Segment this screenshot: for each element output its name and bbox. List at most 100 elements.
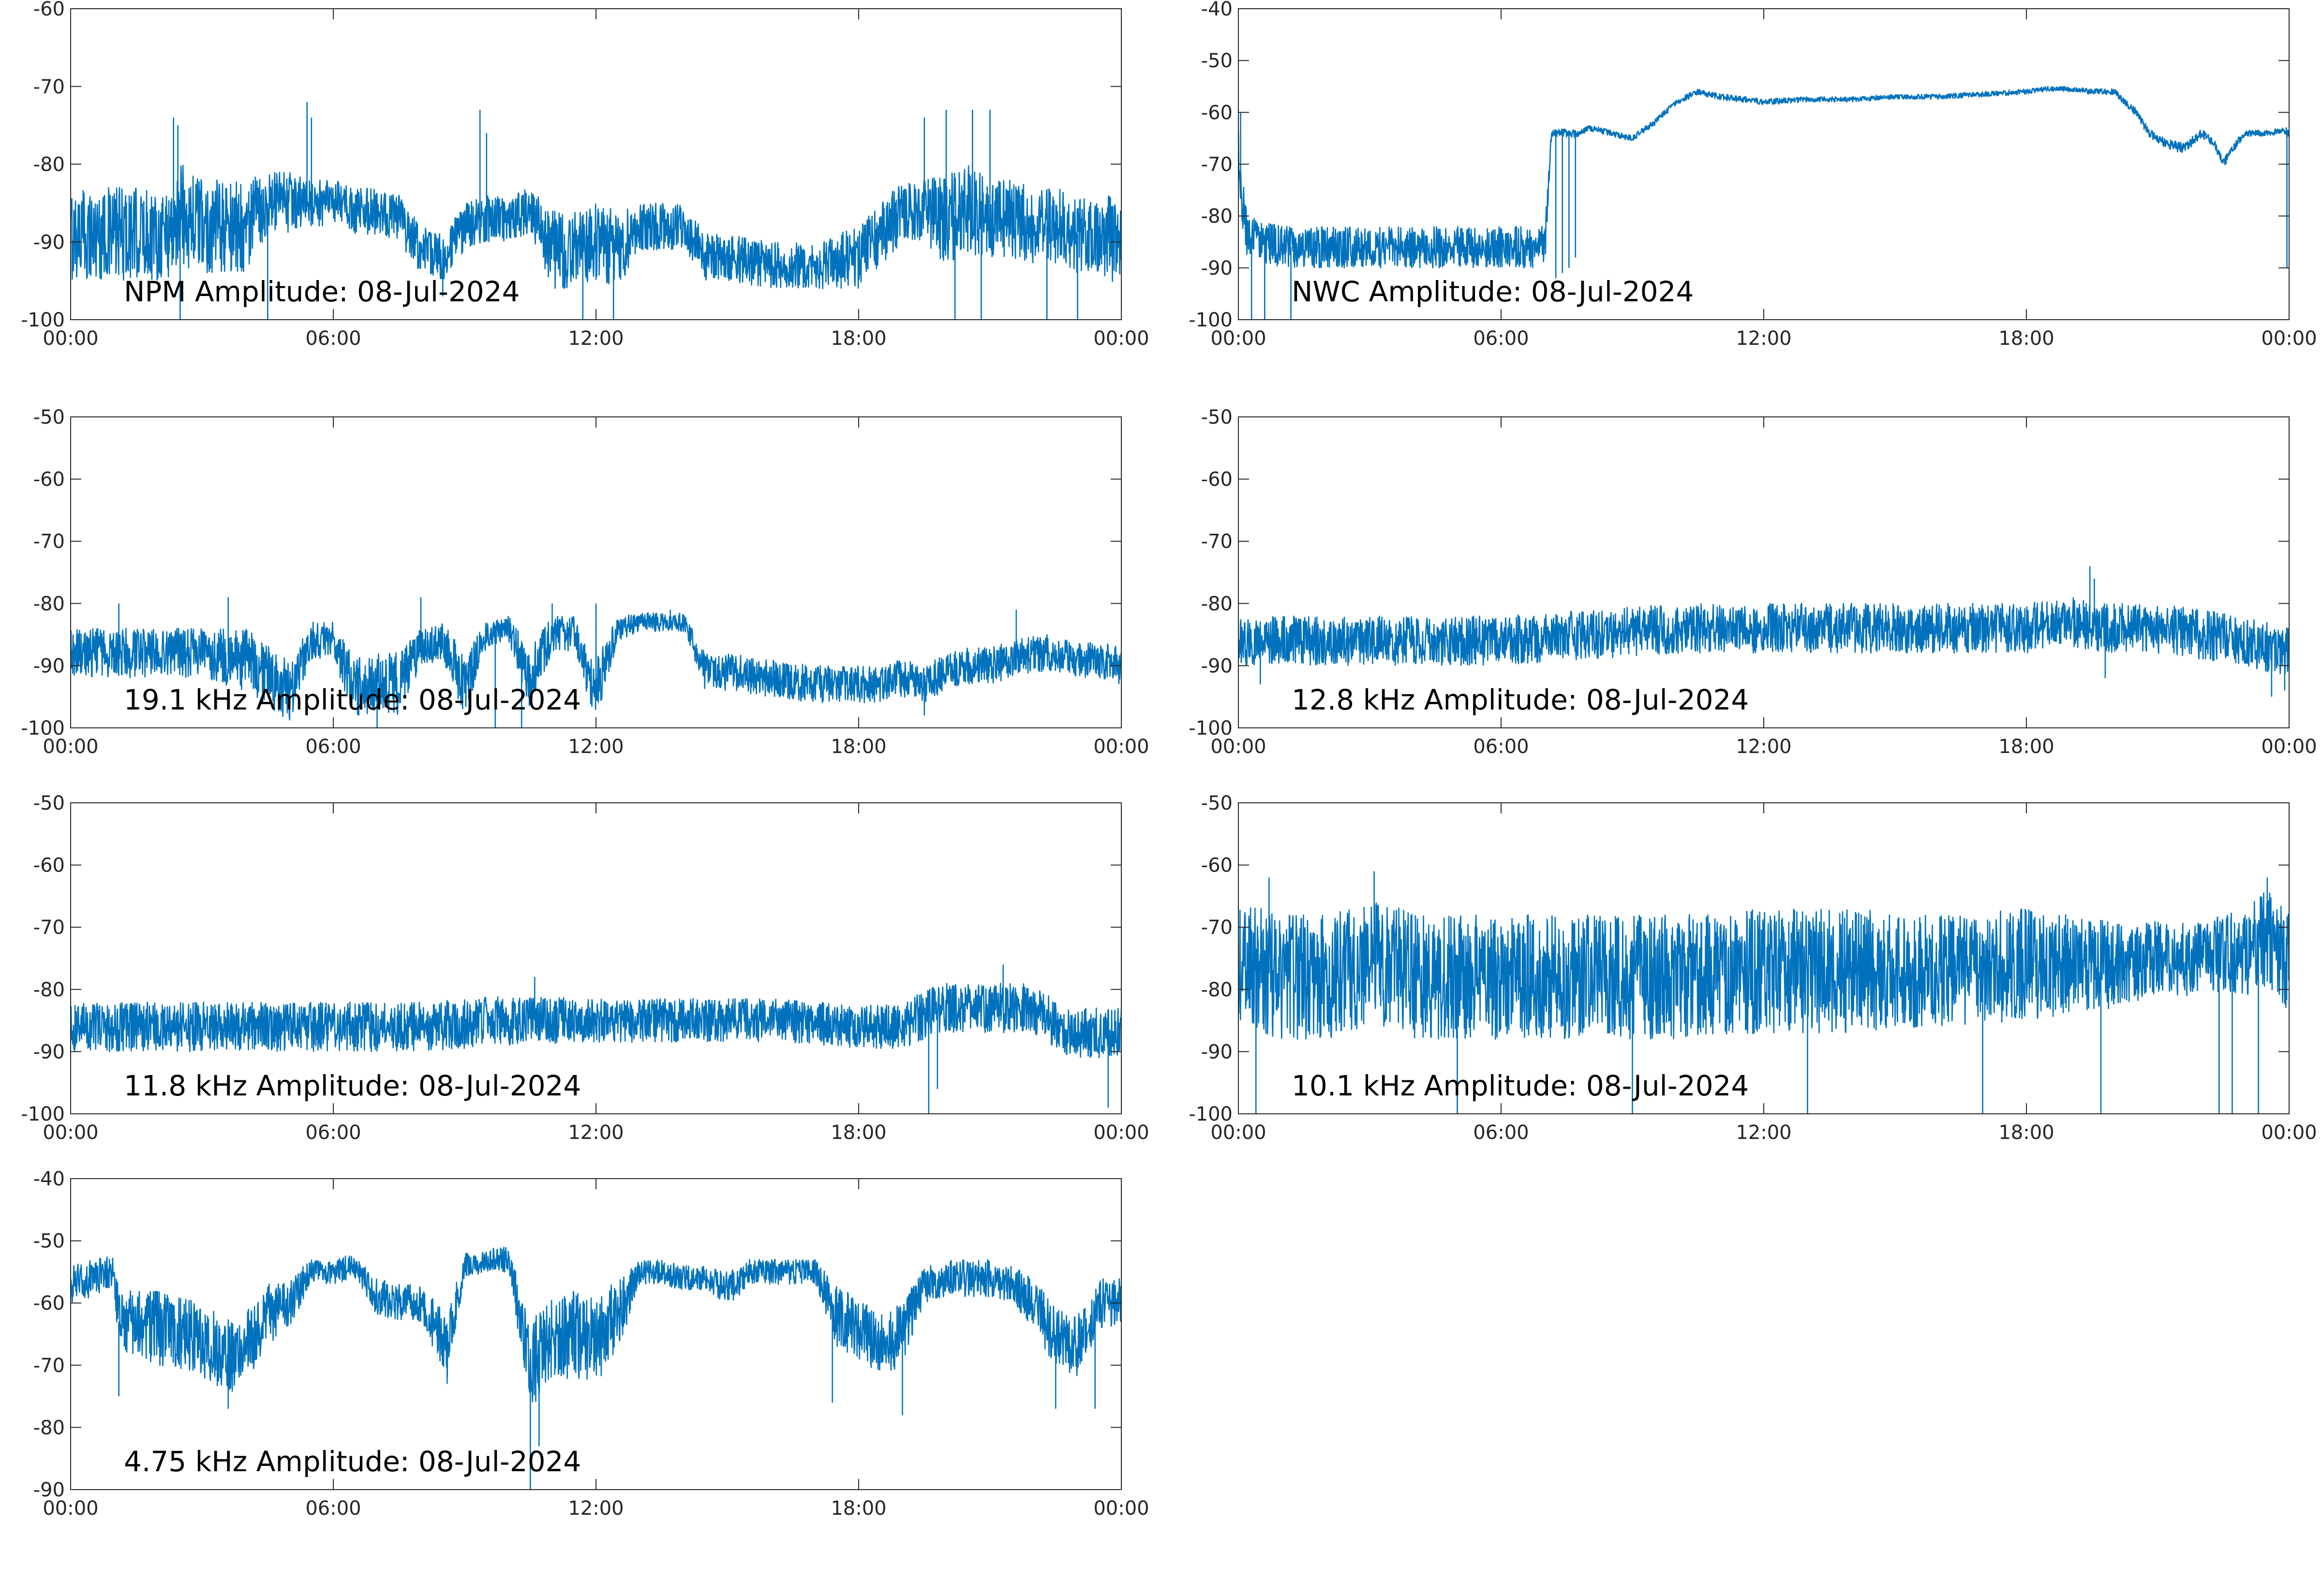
series-line [71, 597, 1121, 728]
panel-caption: 10.1 kHz Amplitude: 08-Jul-2024 [1292, 1069, 1749, 1102]
x-tick-label: 00:00 [1093, 1122, 1149, 1144]
y-tick-label: -50 [1201, 50, 1233, 72]
chart-panel: -90 -80 -70 -60 -50 -40 00:00 06:00 12:00 18:00 00… [33, 1168, 1149, 1520]
y-tick-label: -80 [1201, 593, 1233, 615]
chart-panel: -100 -90 -80 -70 -60 00:00 06:00 12:00 18:00 00:0… [21, 0, 1149, 350]
y-tick-label: -90 [1201, 655, 1233, 677]
x-tick-label: 12:00 [1736, 1122, 1791, 1144]
y-tick-label: -60 [33, 0, 65, 20]
axes-box [1238, 416, 2290, 728]
y-tick-label: -100 [1189, 309, 1233, 331]
y-tick-label: -80 [1201, 979, 1233, 1001]
x-tick-label: 06:00 [1473, 736, 1529, 758]
y-tick-label: -50 [1201, 792, 1233, 814]
panel-caption: NWC Amplitude: 08-Jul-2024 [1292, 275, 1694, 308]
y-tick-label: -60 [1201, 855, 1233, 877]
y-tick-label: -50 [1201, 406, 1233, 429]
y-tick-label: -90 [33, 1041, 65, 1063]
y-tick-label: -90 [33, 655, 65, 677]
x-tick-label: 00:00 [1093, 327, 1149, 350]
x-tick-label: 00:00 [1093, 1497, 1149, 1520]
y-tick-label: -70 [1201, 916, 1233, 939]
x-tick-label: 12:00 [568, 1122, 624, 1144]
chart-panel: -100 -90 -80 -70 -60 -50 -40 00:00 06:00 12:00 18:… [1189, 0, 2317, 350]
y-tick-label: -50 [33, 792, 65, 814]
y-tick-label: -60 [33, 1292, 65, 1315]
series-line [71, 102, 1121, 320]
y-tick-label: -50 [33, 406, 65, 429]
x-tick-label: 00:00 [1210, 736, 1266, 758]
panel-caption: 12.8 kHz Amplitude: 08-Jul-2024 [1292, 683, 1749, 716]
y-tick-label: -80 [33, 154, 65, 176]
x-tick-label: 00:00 [2261, 1122, 2317, 1144]
panel-caption: NPM Amplitude: 08-Jul-2024 [124, 275, 520, 308]
y-tick-label: -40 [1201, 0, 1233, 20]
x-tick-label: 06:00 [305, 327, 361, 350]
x-tick-label: 18:00 [831, 736, 886, 758]
y-tick-label: -80 [1201, 206, 1233, 228]
plot-grid: -100 -90 -80 -70 -60 00:00 06:00 12:00 18:00 00:0… [21, 0, 2317, 1520]
y-tick-label: -100 [21, 1103, 65, 1125]
panel-caption: 11.8 kHz Amplitude: 08-Jul-2024 [124, 1069, 581, 1102]
x-tick-label: 00:00 [1093, 736, 1149, 758]
x-tick-label: 18:00 [1998, 327, 2054, 350]
y-tick-label: -80 [33, 593, 65, 615]
y-tick-label: -80 [33, 979, 65, 1001]
x-tick-label: 18:00 [1998, 1122, 2054, 1144]
y-tick-label: -70 [33, 531, 65, 553]
y-tick-label: -70 [33, 1355, 65, 1377]
x-tick-label: 00:00 [43, 736, 98, 758]
y-tick-label: -70 [1201, 531, 1233, 553]
y-tick-label: -60 [1201, 469, 1233, 491]
series-line [1238, 871, 2289, 1114]
chart-panel: -100 -90 -80 -70 -60 -50 00:00 06:00 12:00 18:00 0… [21, 792, 1149, 1144]
axes-box [1238, 8, 2290, 320]
panel-caption: 19.1 kHz Amplitude: 08-Jul-2024 [124, 683, 581, 716]
y-tick-label: -70 [1201, 154, 1233, 176]
y-tick-label: -40 [33, 1168, 65, 1190]
x-tick-label: 12:00 [568, 736, 624, 758]
y-tick-label: -80 [33, 1417, 65, 1439]
x-tick-label: 12:00 [568, 327, 624, 350]
x-tick-label: 00:00 [2261, 736, 2317, 758]
x-tick-label: 18:00 [831, 1497, 886, 1520]
x-tick-label: 12:00 [568, 1497, 624, 1520]
y-tick-label: -90 [1201, 1041, 1233, 1063]
x-tick-label: 00:00 [43, 1497, 98, 1520]
x-tick-label: 18:00 [831, 327, 886, 350]
x-tick-label: 06:00 [305, 1497, 361, 1520]
x-tick-label: 00:00 [43, 1122, 98, 1144]
series-line [1238, 566, 2289, 697]
x-tick-label: 00:00 [1210, 327, 1266, 350]
x-tick-label: 06:00 [305, 1122, 361, 1144]
chart-panel: -100 -90 -80 -70 -60 -50 00:00 06:00 12:00 18:00 0… [21, 406, 1149, 758]
x-tick-label: 12:00 [1736, 736, 1791, 758]
x-tick-label: 06:00 [1473, 1122, 1529, 1144]
x-tick-label: 18:00 [1998, 736, 2054, 758]
chart-panel: -100 -90 -80 -70 -60 -50 00:00 06:00 12:00 18:00 0… [1189, 406, 2317, 758]
y-tick-label: -90 [33, 1479, 65, 1501]
x-tick-label: 06:00 [305, 736, 361, 758]
y-tick-label: -60 [33, 855, 65, 877]
axes-box [70, 802, 1122, 1114]
chart-panel: -100 -90 -80 -70 -60 -50 00:00 06:00 12:00 18:00 0… [1189, 792, 2317, 1144]
series-line [1238, 86, 2289, 320]
x-tick-label: 00:00 [2261, 327, 2317, 350]
y-tick-label: -70 [33, 76, 65, 98]
y-tick-label: -100 [21, 717, 65, 739]
x-tick-label: 00:00 [1210, 1122, 1266, 1144]
series-line [71, 964, 1121, 1114]
y-tick-label: -70 [33, 916, 65, 939]
y-tick-label: -90 [1201, 257, 1233, 280]
x-tick-label: 18:00 [831, 1122, 886, 1144]
series-line [71, 1247, 1121, 1490]
y-tick-label: -100 [1189, 717, 1233, 739]
x-tick-label: 00:00 [43, 327, 98, 350]
y-tick-label: -60 [33, 469, 65, 491]
y-tick-label: -60 [1201, 102, 1233, 124]
y-tick-label: -50 [33, 1230, 65, 1253]
y-tick-label: -100 [1189, 1103, 1233, 1125]
panel-caption: 4.75 kHz Amplitude: 08-Jul-2024 [124, 1445, 581, 1478]
y-tick-label: -90 [33, 231, 65, 253]
